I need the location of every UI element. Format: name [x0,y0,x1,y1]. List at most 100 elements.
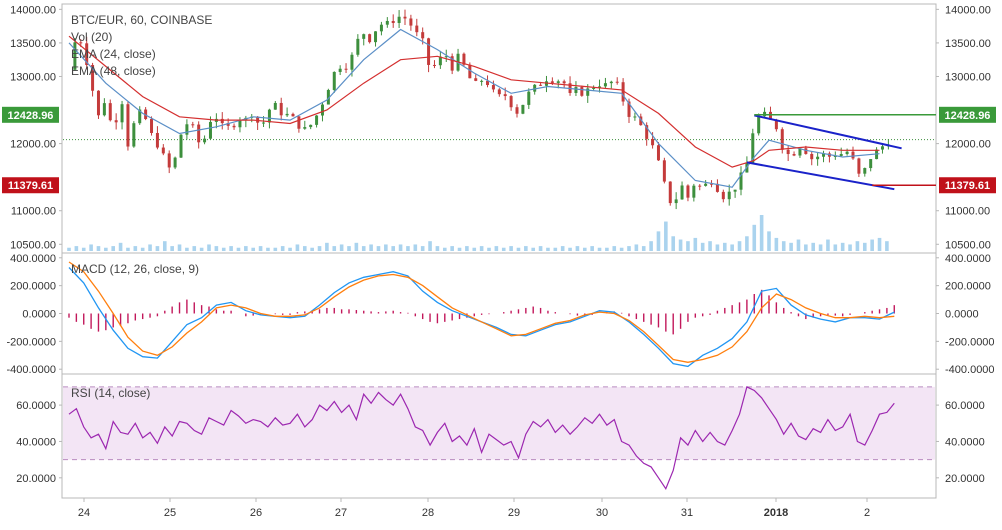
candle-up [751,133,755,164]
candle-up [845,151,849,155]
volume-bar [693,237,698,251]
candle-down [651,138,655,146]
volume-bar [612,246,617,251]
volume-bar [804,244,808,251]
candle-down [851,151,855,159]
price-tick-right: 10500.00 [945,239,991,251]
candle-down [96,90,100,116]
candle-down [645,125,649,139]
volume-bar [487,247,491,251]
candle-up [285,113,289,116]
volume-bar [81,247,86,251]
price-tick-right: 14000.00 [945,4,991,16]
candle-down [621,82,625,102]
candle-down [150,118,154,133]
candle-down [503,94,507,97]
channel-upper-line [754,114,902,150]
volume-bar [104,247,108,251]
candle-up [267,109,271,123]
candle-down [539,84,543,86]
rsi-title: RSI (14, close) [71,386,150,400]
candle-down [721,191,725,200]
macd-tick-left: 0.0000 [22,309,56,321]
volume-bar [354,242,359,251]
volume-bar [472,247,477,251]
price-tick-left: 12000.00 [10,139,56,151]
candle-up [839,154,843,156]
volume-bar [818,244,823,251]
rsi-band [63,386,935,460]
x-tick-label: 30 [596,507,608,519]
volume-bar [214,246,219,251]
volume-bar [398,244,403,251]
volume-bar [133,246,138,251]
rsi-tick-right: 20.0000 [945,473,985,485]
candle-down [403,16,407,19]
macd-tick-left: 400.0000 [10,253,56,265]
volume-bar [524,246,528,251]
price-badge-right [939,106,996,123]
volume-bar [862,242,867,251]
candle-down [768,111,772,120]
volume-bar [509,246,513,251]
tick-layer: 14000.00 14000.00 13500.00 13500.00 13000.00… [6,4,994,519]
ema48-line [68,35,880,168]
macd-signal-line [68,261,895,363]
candle-down [474,78,478,81]
candle-up [674,199,678,204]
x-tick-label: 31 [681,507,693,519]
macd-tick-left: 200.0000 [10,281,56,293]
volume-bar [369,244,373,251]
candle-down [344,68,348,70]
macd-tick-right: 200.0000 [945,281,991,293]
volume-bar [870,239,874,251]
x-tick-label: 25 [164,507,176,519]
volume-bar [774,237,779,251]
volume-bar [140,247,145,251]
volume-bar [781,241,786,251]
candle-down [126,104,130,147]
price-badge-label-right: 12428.96 [945,110,991,122]
candle-up [138,109,142,124]
rsi-tick-left: 20.0000 [16,473,56,485]
candle-down [220,118,224,124]
volume-bar [148,244,152,251]
volume-bar [339,244,344,251]
candle-down [297,116,301,129]
candle-down [627,101,631,117]
candle-up [444,56,448,58]
candle-down [155,132,159,148]
volume-bar [840,242,845,251]
candle-down [85,43,89,66]
candle-down [550,81,554,83]
candle-down [450,56,454,71]
volume-bar [457,247,462,251]
candle-down [639,116,643,126]
candle-up [592,87,596,89]
candle-up [880,146,884,150]
candle-down [421,32,425,39]
candle-up [763,111,767,117]
volume-bar [796,239,801,251]
volume-bar [767,231,771,251]
price-badge-label-left: 11379.61 [8,180,53,192]
candle-down [515,107,519,114]
candle-down [79,42,83,44]
volume-bar [855,241,860,251]
candle-down [774,119,778,130]
volume-bar [89,244,93,251]
candle-down [462,53,466,65]
candle-up [680,185,684,200]
candle-up [332,71,336,90]
volume-bar [317,246,322,251]
candle-down [497,89,501,95]
volume-bar [155,246,160,251]
candle-up [757,116,761,134]
volume-bar [641,246,646,251]
volume-bar [406,246,410,251]
volume-bar [118,242,123,251]
candle-up [603,83,607,87]
candle-down [368,34,372,43]
candle-up [586,88,590,96]
volume-bar [126,247,130,251]
